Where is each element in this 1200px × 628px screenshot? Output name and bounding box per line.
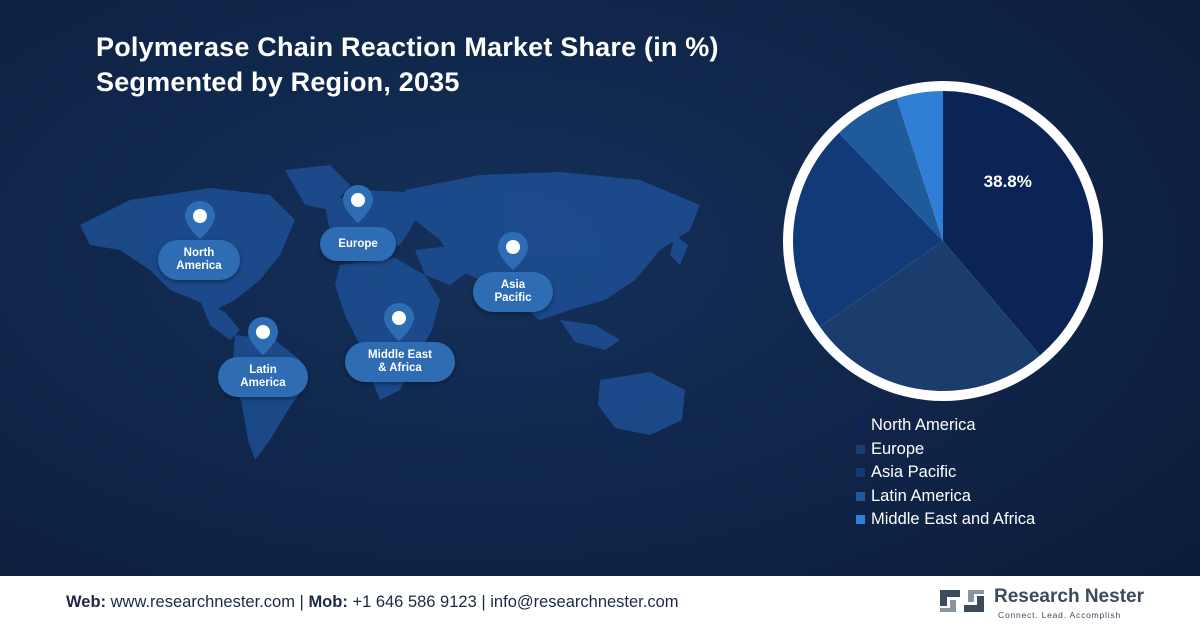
pie-slice-asia-pacific xyxy=(793,132,943,327)
pie-slice-latin-america xyxy=(838,98,943,241)
map-asia xyxy=(405,172,700,320)
legend-item: North America xyxy=(856,414,1035,438)
chart-title: Polymerase Chain Reaction Market Share (… xyxy=(96,30,719,100)
web-link[interactable]: www.researchnester.com xyxy=(110,593,295,611)
chart-legend: North America Europe Asia Pacific Latin Ame… xyxy=(856,414,1035,532)
map-australia xyxy=(598,372,685,435)
legend-label: Europe xyxy=(871,439,925,458)
phone-number[interactable]: +1 646 586 9123 xyxy=(352,593,477,611)
legend-swatch xyxy=(856,468,865,478)
pie-slice-middle-east-and-africa xyxy=(896,91,943,241)
region-label-latin-america: Latin America xyxy=(218,357,308,397)
legend-label: Middle East and Africa xyxy=(871,510,1036,529)
legend-item: Latin America xyxy=(856,485,1035,509)
map-central-america xyxy=(200,300,240,340)
legend-label: North America xyxy=(871,416,976,435)
north-america-pin xyxy=(185,201,215,239)
chart-title-line2: Segmented by Region, 2035 xyxy=(96,67,460,97)
separator: | xyxy=(481,593,486,611)
web-label: Web: xyxy=(66,593,107,611)
footer: Web: www.researchnester.com | Mob: +1 64… xyxy=(0,576,1200,628)
pie-chart: 38.8% xyxy=(783,81,1103,401)
legend-swatch xyxy=(856,444,865,454)
email-link[interactable]: info@researchnester.com xyxy=(490,593,679,611)
contact-info: Web: www.researchnester.com | Mob: +1 64… xyxy=(66,593,679,612)
logo-tagline: Connect. Lead. Accomplish xyxy=(998,610,1122,620)
map-southeast-asia xyxy=(560,320,620,350)
pie-slice-north-america xyxy=(943,91,1093,356)
map-japan xyxy=(670,235,688,265)
separator: | xyxy=(299,593,304,611)
legend-swatch xyxy=(856,515,865,525)
region-label-middle-east-africa: Middle East & Africa xyxy=(345,342,455,382)
logo-name: Research Nester xyxy=(994,586,1144,607)
map-africa xyxy=(335,258,440,400)
legend-item: Europe xyxy=(856,438,1035,462)
legend-swatch xyxy=(856,491,865,501)
middle-east-africa-pin xyxy=(384,303,414,341)
region-label-europe: Europe xyxy=(320,227,396,261)
legend-label: Latin America xyxy=(871,486,971,505)
legend-swatch xyxy=(856,421,865,431)
chart-title-line1: Polymerase Chain Reaction Market Share (… xyxy=(96,32,719,62)
europe-pin xyxy=(343,185,373,223)
pie-data-label: 38.8% xyxy=(984,172,1032,191)
pie-slice-europe xyxy=(820,241,1041,391)
map-greenland xyxy=(285,165,350,210)
asia-pacific-pin xyxy=(498,232,528,270)
mob-label: Mob: xyxy=(308,593,348,611)
research-nester-logo-icon xyxy=(940,590,984,612)
legend-label: Asia Pacific xyxy=(871,463,957,482)
legend-item: Middle East and Africa xyxy=(856,508,1035,532)
latin-america-pin xyxy=(248,317,278,355)
region-label-north-america: North America xyxy=(158,240,240,280)
region-label-asia-pacific: Asia Pacific xyxy=(473,272,553,312)
legend-item: Asia Pacific xyxy=(856,461,1035,485)
